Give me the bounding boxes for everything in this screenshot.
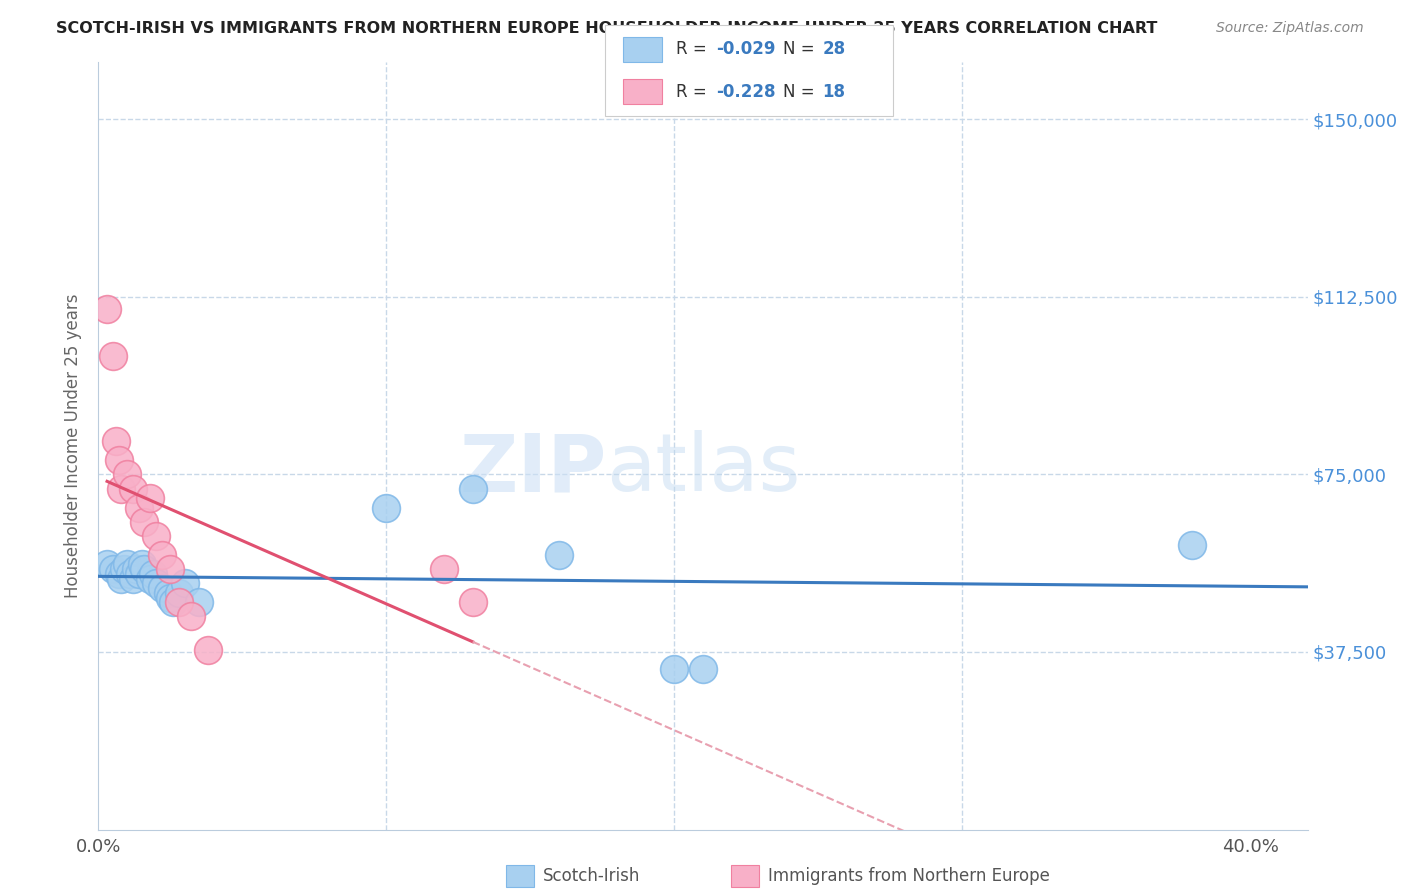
Point xyxy=(197,642,219,657)
Point xyxy=(107,566,129,581)
Point xyxy=(110,482,132,496)
Point xyxy=(173,576,195,591)
Text: N =: N = xyxy=(783,83,820,101)
Point xyxy=(145,529,167,543)
Point xyxy=(104,434,127,449)
Point xyxy=(692,662,714,676)
Point xyxy=(101,562,124,576)
Text: Source: ZipAtlas.com: Source: ZipAtlas.com xyxy=(1216,21,1364,35)
Point xyxy=(664,662,686,676)
Point xyxy=(159,562,181,576)
Point xyxy=(145,576,167,591)
Point xyxy=(159,591,181,605)
Point xyxy=(167,586,190,600)
Text: atlas: atlas xyxy=(606,430,800,508)
Point xyxy=(110,572,132,586)
Text: SCOTCH-IRISH VS IMMIGRANTS FROM NORTHERN EUROPE HOUSEHOLDER INCOME UNDER 25 YEAR: SCOTCH-IRISH VS IMMIGRANTS FROM NORTHERN… xyxy=(56,21,1157,36)
Point xyxy=(134,515,156,529)
Point xyxy=(142,566,165,581)
Point xyxy=(120,566,142,581)
Point xyxy=(128,566,150,581)
Point xyxy=(96,558,118,572)
Text: R =: R = xyxy=(676,40,713,58)
Point xyxy=(125,562,148,576)
Point xyxy=(162,595,184,609)
Point xyxy=(139,572,162,586)
Point xyxy=(156,586,179,600)
Text: Scotch-Irish: Scotch-Irish xyxy=(543,867,640,885)
Point xyxy=(101,349,124,363)
Point xyxy=(128,500,150,515)
Point xyxy=(131,558,153,572)
Text: Immigrants from Northern Europe: Immigrants from Northern Europe xyxy=(768,867,1049,885)
Point xyxy=(433,562,456,576)
Point xyxy=(548,548,571,562)
Text: N =: N = xyxy=(783,40,820,58)
Point xyxy=(375,500,398,515)
Point xyxy=(188,595,211,609)
Point xyxy=(115,558,138,572)
Point xyxy=(461,595,484,609)
Text: 18: 18 xyxy=(823,83,845,101)
Point xyxy=(96,301,118,316)
Point xyxy=(167,595,190,609)
Point xyxy=(461,482,484,496)
Y-axis label: Householder Income Under 25 years: Householder Income Under 25 years xyxy=(65,293,83,599)
Text: 28: 28 xyxy=(823,40,845,58)
Text: -0.228: -0.228 xyxy=(716,83,775,101)
Point xyxy=(1181,538,1204,552)
Point xyxy=(150,581,173,595)
Point xyxy=(112,562,135,576)
Point xyxy=(139,491,162,505)
Text: R =: R = xyxy=(676,83,713,101)
Text: -0.029: -0.029 xyxy=(716,40,775,58)
Point xyxy=(134,562,156,576)
Text: ZIP: ZIP xyxy=(458,430,606,508)
Point xyxy=(180,609,202,624)
Point xyxy=(122,572,145,586)
Point xyxy=(122,482,145,496)
Point xyxy=(115,467,138,482)
Point xyxy=(150,548,173,562)
Point xyxy=(107,453,129,467)
